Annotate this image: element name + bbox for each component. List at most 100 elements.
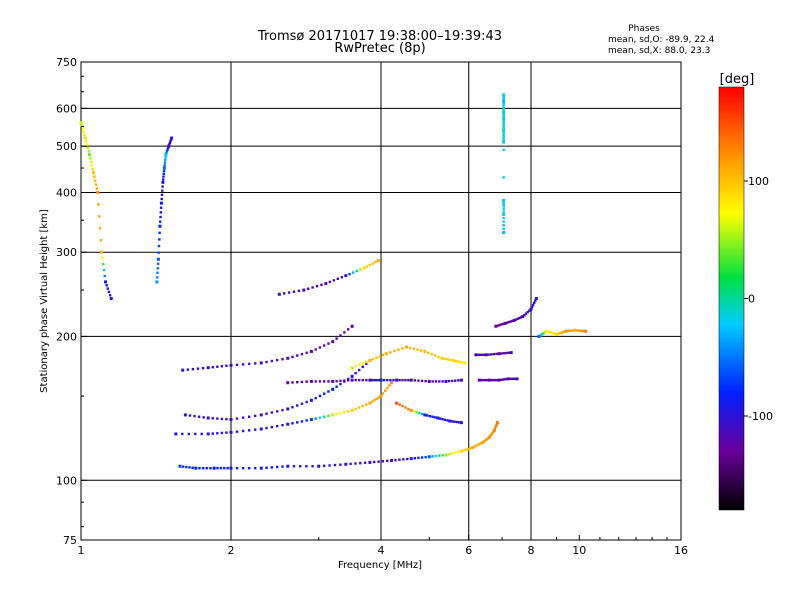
trace-fill-point <box>318 416 322 419</box>
data-point <box>159 201 163 205</box>
colorbar: [deg] 100 0 -100 <box>718 72 773 511</box>
trace-fill-point <box>571 329 575 332</box>
trace-fill-point <box>502 104 505 107</box>
trace-fill-point <box>322 344 326 347</box>
trace-fill-point <box>298 465 302 468</box>
data-point <box>509 351 513 355</box>
trace-fill-point <box>281 408 284 412</box>
y-axis-ticks: 75 100 200 300 400 500 600 750 <box>56 56 87 547</box>
trace-fill-point <box>502 121 505 124</box>
trace-fill-point <box>386 386 389 390</box>
trace-fill-point <box>159 220 162 223</box>
colorbar-label: [deg] <box>720 72 755 87</box>
trace-fill-point <box>375 356 378 360</box>
trace-fill-point <box>437 355 440 359</box>
data-point <box>368 401 372 405</box>
trace-fill-point <box>502 108 505 111</box>
trace-fill-point <box>502 138 505 141</box>
trace-fill-point <box>412 410 416 413</box>
chart-title: Tromsø 20171017 19:38:00–19:39:43 <box>257 29 502 44</box>
trace-fill-point <box>209 466 212 470</box>
data-point <box>444 453 448 457</box>
trace-fill-point <box>201 466 205 470</box>
trace-fill-point <box>523 313 526 317</box>
trace-fill-point <box>335 379 338 383</box>
trace-fill-point <box>265 466 268 469</box>
trace-fill-point <box>253 466 257 470</box>
trace-fill-point <box>388 384 391 387</box>
trace-9 <box>277 259 380 296</box>
trace-fill-point <box>354 407 357 411</box>
data-point <box>384 352 388 356</box>
x-tick-label: 16 <box>674 544 688 557</box>
y-tick-label: 100 <box>56 474 77 487</box>
trace-fill-point <box>494 424 498 428</box>
trace-fill-point <box>542 332 545 335</box>
trace-fill-point <box>162 169 166 173</box>
trace-fill-point <box>160 197 163 201</box>
data-point <box>162 166 166 170</box>
trace-fill-point <box>431 415 434 418</box>
trace-fill-point <box>247 362 251 366</box>
trace-fill-point <box>416 348 419 351</box>
trace-fill-point <box>381 392 385 395</box>
trace-fill-point <box>327 342 330 345</box>
trace-fill-point <box>566 329 569 333</box>
trace-fill-point <box>354 365 357 368</box>
grid-lines <box>81 62 681 540</box>
data-point <box>350 374 354 378</box>
trace-fill-point <box>314 348 317 351</box>
trace-fill-point <box>253 414 257 418</box>
trace-fill-point <box>406 457 409 461</box>
trace-fill-point <box>562 330 566 334</box>
trace-fill-point <box>201 366 205 370</box>
trace-fill-point <box>482 440 486 443</box>
data-point <box>161 180 165 184</box>
trace-fill-point <box>347 377 350 381</box>
trace-fill-point <box>512 377 515 381</box>
trace-fill-point <box>107 290 111 294</box>
trace-fill-point <box>296 421 299 424</box>
trace-fill-point <box>216 432 219 435</box>
trace-fill-point <box>82 130 85 134</box>
trace-fill-point <box>412 347 416 351</box>
data-point <box>515 377 519 381</box>
data-point <box>503 321 507 325</box>
trace-fill-point <box>157 244 161 248</box>
trace-fill-point <box>514 318 518 321</box>
data-point <box>521 315 525 319</box>
trace-fill-point <box>375 397 378 401</box>
trace-fill-point <box>482 378 485 382</box>
trace-fill-point <box>559 331 562 335</box>
trace-fill-point <box>454 359 458 363</box>
data-point <box>423 349 427 353</box>
trace-fill-point <box>197 415 201 418</box>
trace-fill-point <box>502 224 505 227</box>
trace-fill-point <box>495 423 498 426</box>
trace-fill-point <box>86 146 90 150</box>
trace-fill-point <box>457 450 460 454</box>
trace-fill-point <box>438 380 441 383</box>
data-point <box>183 413 187 417</box>
data-point <box>259 466 263 470</box>
trace-fill-point <box>216 365 219 368</box>
data-points <box>79 93 588 470</box>
trace-fill-point <box>85 143 89 146</box>
trace-fill-point <box>226 466 229 470</box>
data-point <box>495 421 499 425</box>
trace-fill-point <box>247 415 251 418</box>
data-point <box>497 352 501 356</box>
data-point <box>286 464 290 468</box>
x-axis-label: Frequency [MHz] <box>338 560 422 571</box>
trace-fill-point <box>225 431 228 434</box>
trace-fill-point <box>314 380 317 383</box>
trace-fill-point <box>378 355 381 358</box>
trace-fill-point <box>291 381 294 384</box>
trace-fill-point <box>347 410 350 413</box>
trace-fill-point <box>570 329 573 332</box>
trace-fill-point <box>492 378 495 382</box>
trace-fill-point <box>420 412 424 416</box>
trace-fill-point <box>418 411 421 415</box>
trace-fill-point <box>509 320 512 323</box>
trace-fill-point <box>165 151 168 155</box>
